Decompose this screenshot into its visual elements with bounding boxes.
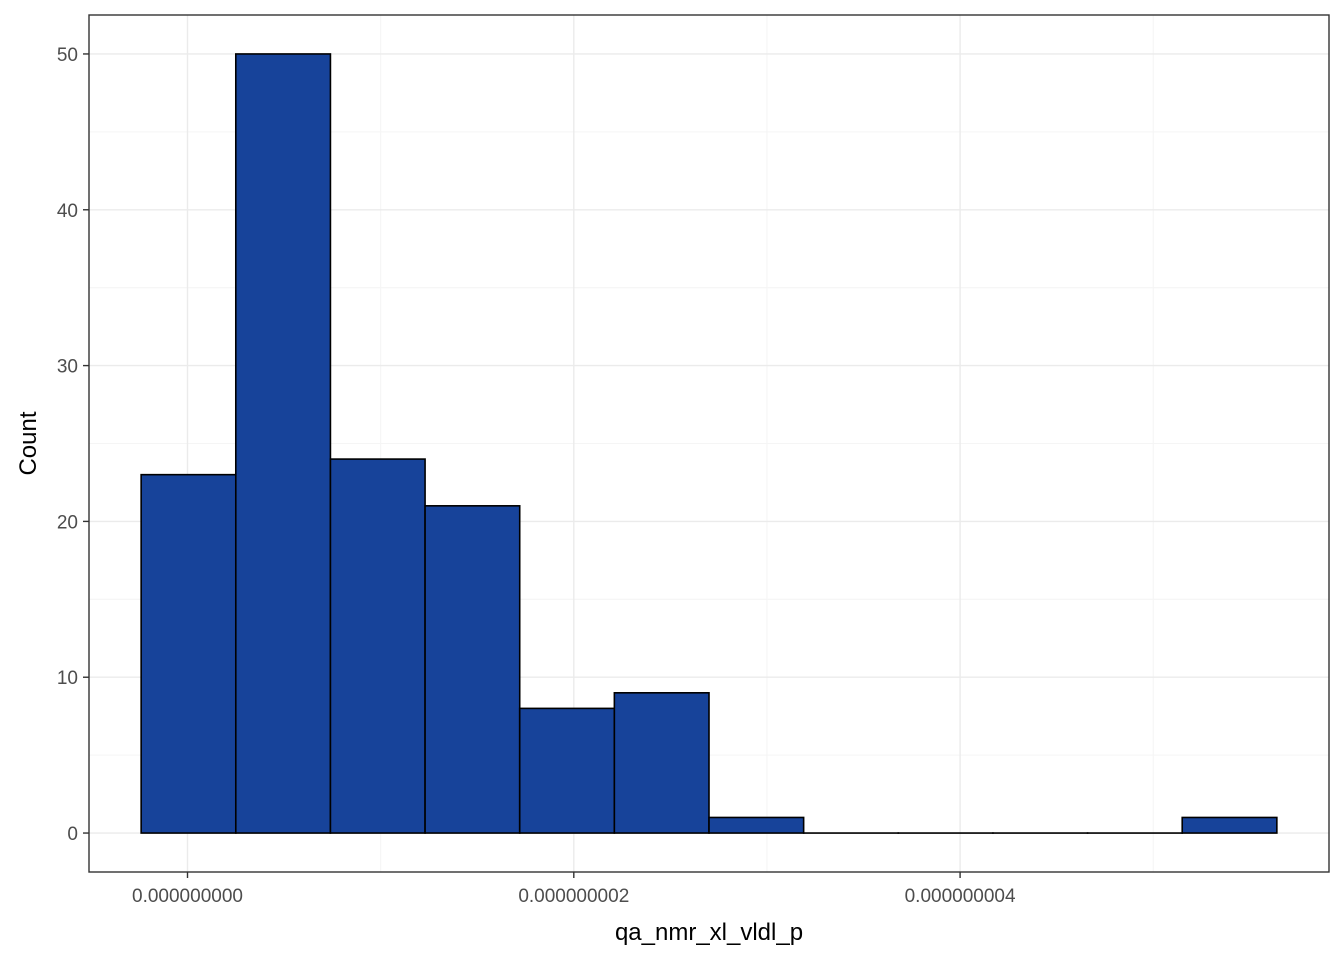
histogram-bar <box>1181 816 1278 834</box>
y-tick-label: 30 <box>57 357 78 378</box>
histogram-bar <box>613 692 710 834</box>
histogram-bar <box>708 816 805 834</box>
y-tick-label: 0 <box>67 824 78 845</box>
y-tick-label: 50 <box>57 45 78 66</box>
y-tick-label: 10 <box>57 668 78 689</box>
histogram-bar <box>329 458 426 834</box>
histogram-bar <box>140 473 237 834</box>
y-tick-label: 40 <box>57 201 78 222</box>
x-axis-title: qa_nmr_xl_vldl_p <box>615 919 803 946</box>
y-tick-label: 20 <box>57 512 78 533</box>
panel-border <box>88 14 1330 873</box>
histogram-bar <box>424 505 521 834</box>
x-tick-label: 0.000000004 <box>905 886 1016 907</box>
x-tick-label: 0.000000000 <box>132 886 243 907</box>
histogram-bar <box>518 707 616 834</box>
axes-layer: 0 10 20 30 40 50 0.000000000 0.000000002 0.00000… <box>57 45 1016 907</box>
histogram-bar <box>234 53 332 834</box>
x-tick-label: 0.000000002 <box>518 886 629 907</box>
bars-layer <box>140 53 1278 834</box>
y-axis-title: Count <box>15 411 42 475</box>
